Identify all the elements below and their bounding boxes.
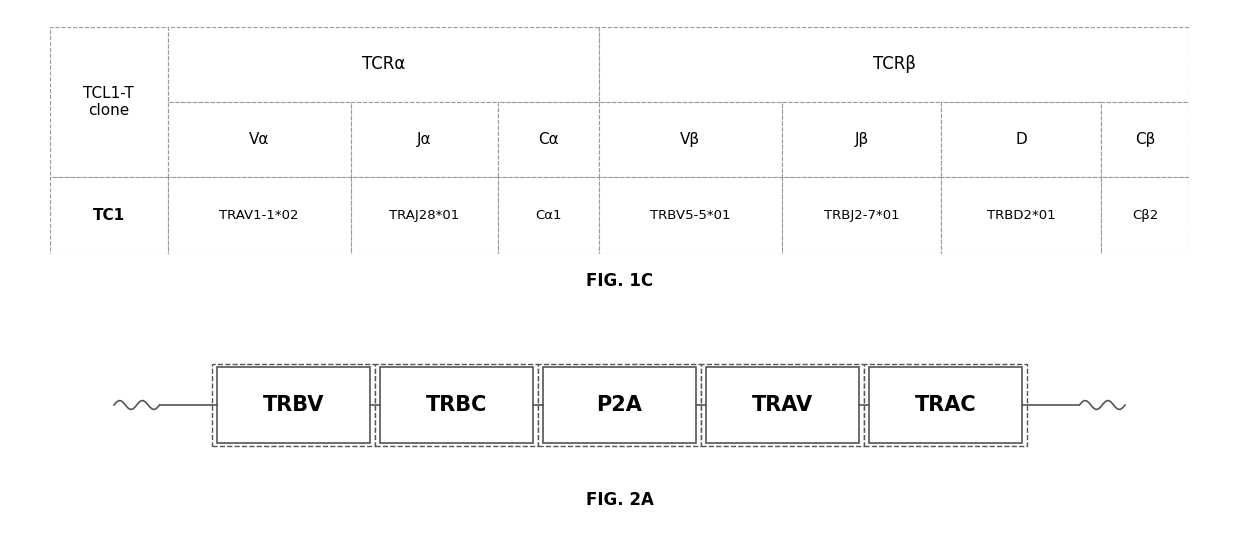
- Text: TRBV5-5*01: TRBV5-5*01: [650, 209, 731, 222]
- Text: Jα: Jα: [418, 132, 432, 147]
- Bar: [782, 102, 942, 177]
- Text: TCRβ: TCRβ: [872, 56, 916, 73]
- Text: TRBC: TRBC: [426, 395, 487, 415]
- Text: Vα: Vα: [249, 132, 269, 147]
- Text: Vβ: Vβ: [680, 132, 700, 147]
- Bar: [864, 364, 1027, 446]
- Bar: [538, 364, 701, 446]
- Bar: [167, 27, 598, 102]
- Bar: [379, 367, 534, 443]
- Bar: [942, 177, 1100, 254]
- Text: FIG. 1C: FIG. 1C: [586, 272, 653, 290]
- Bar: [701, 364, 864, 446]
- Bar: [498, 102, 598, 177]
- Bar: [705, 367, 860, 443]
- Bar: [217, 367, 370, 443]
- Text: TRAV: TRAV: [752, 395, 813, 415]
- Text: Cβ: Cβ: [1135, 132, 1155, 147]
- Text: TRAC: TRAC: [914, 395, 976, 415]
- Text: TRBJ2-7*01: TRBJ2-7*01: [824, 209, 900, 222]
- Text: FIG. 2A: FIG. 2A: [586, 491, 653, 509]
- Bar: [212, 364, 375, 446]
- Text: Cα: Cα: [538, 132, 559, 147]
- Bar: [167, 102, 351, 177]
- Text: Jβ: Jβ: [855, 132, 869, 147]
- Text: TRAV1-1*02: TRAV1-1*02: [219, 209, 299, 222]
- Text: TRBV: TRBV: [263, 395, 325, 415]
- Bar: [50, 27, 167, 177]
- Bar: [498, 177, 598, 254]
- Bar: [543, 367, 696, 443]
- Bar: [598, 102, 782, 177]
- Text: TC1: TC1: [93, 208, 125, 222]
- Bar: [598, 27, 1189, 102]
- Text: Cα1: Cα1: [535, 209, 561, 222]
- Bar: [782, 177, 942, 254]
- Bar: [351, 177, 498, 254]
- Bar: [942, 102, 1100, 177]
- Text: TRBD2*01: TRBD2*01: [986, 209, 1056, 222]
- Text: TCL1-T
clone: TCL1-T clone: [83, 86, 134, 118]
- Bar: [351, 102, 498, 177]
- Bar: [869, 367, 1022, 443]
- Text: TCRα: TCRα: [362, 56, 405, 73]
- Text: Cβ2: Cβ2: [1132, 209, 1158, 222]
- Text: TRAJ28*01: TRAJ28*01: [389, 209, 460, 222]
- Text: P2A: P2A: [596, 395, 643, 415]
- Bar: [598, 177, 782, 254]
- Bar: [375, 364, 538, 446]
- Bar: [167, 177, 351, 254]
- Bar: [1100, 177, 1189, 254]
- Text: D: D: [1015, 132, 1027, 147]
- Bar: [1100, 102, 1189, 177]
- Bar: [50, 177, 167, 254]
